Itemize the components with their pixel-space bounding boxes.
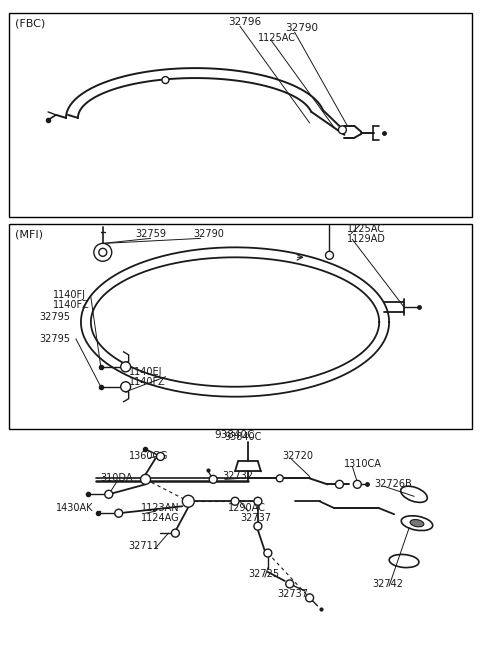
Circle shape (162, 77, 169, 83)
Circle shape (336, 480, 343, 488)
Text: 1123AN: 1123AN (141, 503, 179, 513)
Text: 32742: 32742 (372, 579, 403, 589)
Circle shape (141, 474, 151, 484)
Text: 1125AC: 1125AC (348, 225, 385, 235)
Text: 1125AC: 1125AC (258, 34, 296, 43)
Text: 32725: 32725 (248, 569, 279, 579)
Text: 1310CA: 1310CA (344, 459, 382, 469)
Text: 32790: 32790 (285, 23, 318, 34)
Text: 1140FZ: 1140FZ (129, 376, 166, 387)
Text: 1140FZ: 1140FZ (53, 300, 90, 310)
Ellipse shape (410, 520, 424, 527)
Text: 32795: 32795 (39, 312, 70, 322)
Text: 310DA: 310DA (101, 473, 133, 484)
Text: 32795: 32795 (39, 334, 70, 344)
Text: 1290AC: 1290AC (228, 503, 266, 513)
Circle shape (171, 529, 180, 537)
Text: 32711: 32711 (129, 541, 159, 551)
Circle shape (115, 509, 123, 517)
Text: 93840C: 93840C (224, 432, 262, 442)
Circle shape (94, 243, 112, 261)
Text: 1124AG: 1124AG (141, 513, 179, 523)
Text: 32737: 32737 (278, 589, 309, 599)
Text: 1360GG: 1360GG (129, 451, 168, 461)
Text: (MFI): (MFI) (15, 229, 43, 239)
Circle shape (254, 497, 262, 505)
Circle shape (209, 476, 217, 484)
Circle shape (276, 475, 283, 482)
Circle shape (353, 480, 361, 488)
Text: 32759: 32759 (136, 229, 167, 239)
Text: 93840C: 93840C (215, 430, 255, 440)
Circle shape (156, 453, 165, 461)
Circle shape (325, 252, 334, 260)
FancyBboxPatch shape (9, 13, 472, 217)
Circle shape (338, 126, 347, 134)
Circle shape (99, 248, 107, 256)
Circle shape (120, 382, 131, 392)
FancyBboxPatch shape (9, 225, 472, 428)
Circle shape (306, 594, 313, 602)
Text: 1430AK: 1430AK (56, 503, 94, 513)
Circle shape (254, 522, 262, 530)
Circle shape (231, 497, 239, 505)
Text: 32796: 32796 (228, 17, 261, 28)
Text: 32726B: 32726B (374, 480, 412, 489)
Text: 32720: 32720 (283, 451, 314, 461)
Circle shape (264, 549, 272, 557)
Text: 32732: 32732 (222, 471, 253, 482)
Circle shape (286, 580, 294, 588)
Text: 32790: 32790 (193, 229, 224, 239)
Text: 1140EJ: 1140EJ (129, 367, 162, 377)
Text: 1129AD: 1129AD (348, 235, 386, 244)
Text: 32737: 32737 (240, 513, 271, 523)
Text: 1140FJ: 1140FJ (53, 290, 86, 300)
Circle shape (105, 490, 113, 498)
Circle shape (120, 362, 131, 372)
Circle shape (182, 495, 194, 507)
Text: (FBC): (FBC) (15, 18, 46, 28)
